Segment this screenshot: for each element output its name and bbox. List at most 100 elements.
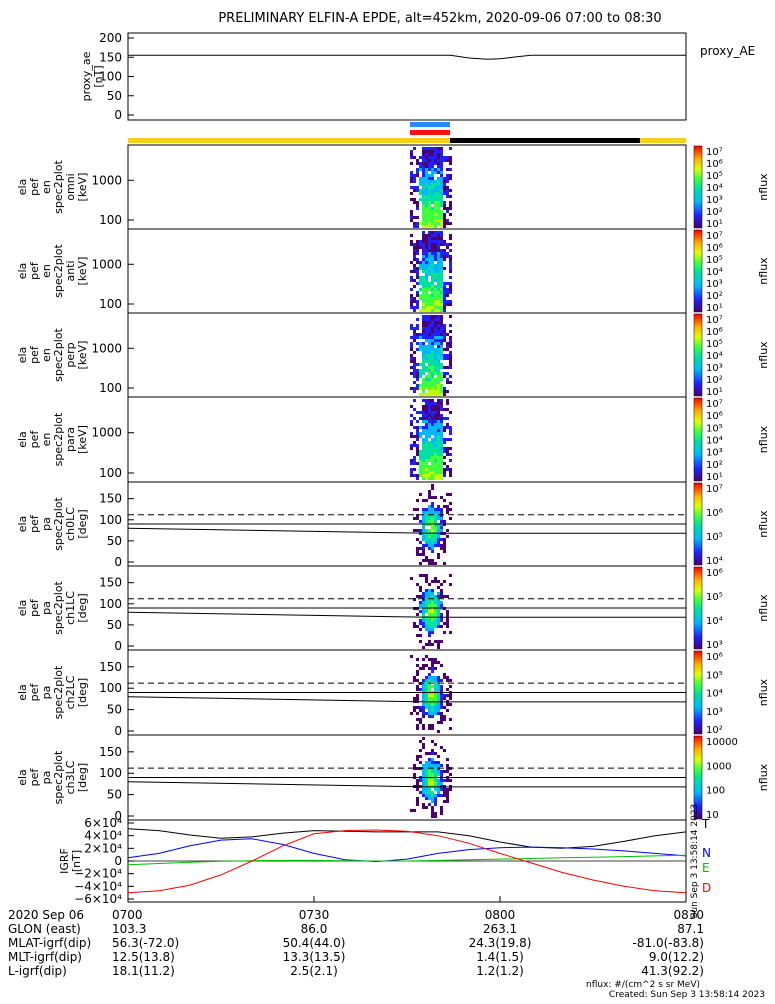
spectrogram-pixel	[440, 291, 443, 294]
spectrogram-pixel	[422, 387, 425, 390]
spectrogram-pixel	[440, 806, 443, 809]
spectrogram-pixel	[449, 429, 452, 432]
spectrogram-pixel	[449, 438, 452, 441]
spectrogram-pixel	[437, 773, 440, 776]
spectrogram-pixel	[449, 324, 452, 327]
spectrogram-pixel	[437, 378, 440, 381]
spectrogram-pixel	[449, 447, 452, 450]
spectrogram-pixel	[437, 592, 440, 595]
spectrogram-pixel	[425, 357, 428, 360]
spectrogram-pixel	[434, 782, 437, 785]
spectrogram-pixel	[440, 640, 443, 643]
spectrogram-pixel	[431, 240, 434, 243]
spectrogram-pixel	[422, 282, 425, 285]
spectrogram-pixel	[434, 291, 437, 294]
spectrogram-pixel	[419, 417, 422, 420]
spectrogram-pixel	[434, 474, 437, 477]
spectrogram-pixel	[437, 285, 440, 288]
spectrogram-pixel	[416, 426, 419, 429]
spectrogram-pixel	[434, 538, 437, 541]
spectrogram-pixel	[443, 468, 446, 471]
spectrogram-pixel	[419, 574, 422, 577]
spectrogram-pixel	[419, 493, 422, 496]
spectrogram-pixel	[416, 453, 419, 456]
spectrogram-pixel	[440, 764, 443, 767]
ylabel-line: ela	[16, 347, 29, 364]
spectrogram-pixel	[434, 541, 437, 544]
spectrogram-pixel	[449, 315, 452, 318]
spectrogram-pixel	[437, 309, 440, 312]
spectrogram-pixel	[437, 288, 440, 291]
spectrogram-pixel	[416, 327, 419, 330]
spectrogram-pixel	[446, 450, 449, 453]
spectrogram-pixel	[425, 174, 428, 177]
spectrogram-pixel	[422, 177, 425, 180]
spectrogram-pixel	[419, 267, 422, 270]
spectrogram-pixel	[437, 706, 440, 709]
spectrogram-pixel	[428, 447, 431, 450]
spectrogram-pixel	[440, 300, 443, 303]
spectrogram-pixel	[449, 583, 452, 586]
spectrogram-pixel	[437, 423, 440, 426]
spectrogram-pixel	[425, 794, 428, 797]
spectrogram-pixel	[431, 514, 434, 517]
spectrogram-pixel	[431, 559, 434, 562]
spectrogram-pixel	[419, 749, 422, 752]
spectrogram-pixel	[425, 252, 428, 255]
spectrogram-pixel	[446, 399, 449, 402]
spectrogram-pixel	[437, 661, 440, 664]
spectrogram-pixel	[437, 471, 440, 474]
spectrogram-pixel	[422, 168, 425, 171]
spectrogram-pixel	[437, 646, 440, 649]
colorbar-title-group: nflux	[757, 678, 770, 706]
spectrogram-pixel	[443, 249, 446, 252]
spectrogram-pixel	[410, 240, 413, 243]
spectrogram-pixel	[428, 706, 431, 709]
spectrogram-pixel	[443, 300, 446, 303]
spectrogram-pixel	[434, 318, 437, 321]
spectrogram-pixel	[431, 330, 434, 333]
spectrogram-pixel	[437, 282, 440, 285]
spectrogram-pixel	[419, 465, 422, 468]
series-label: E	[702, 861, 710, 875]
spectrogram-pixel	[422, 499, 425, 502]
spectrogram-pixel	[440, 165, 443, 168]
spectrogram-pixel	[440, 782, 443, 785]
spectrogram-pixel	[437, 321, 440, 324]
spectrogram-pixel	[431, 384, 434, 387]
spectrogram-pixel	[443, 471, 446, 474]
spectrogram-pixel	[419, 547, 422, 550]
spectrogram-pixel	[434, 408, 437, 411]
spectrogram-pixel	[440, 694, 443, 697]
colorbar-tick-label: 10¹	[706, 219, 723, 230]
spectrogram-pixel	[437, 243, 440, 246]
spectrogram-pixel	[416, 634, 419, 637]
spectrogram-pixel	[425, 791, 428, 794]
spectrogram-pixel	[449, 342, 452, 345]
spectrogram-pixel	[410, 288, 413, 291]
spectrogram-pixel	[440, 192, 443, 195]
spectrogram-pixel	[422, 712, 425, 715]
spectrogram-pixel	[437, 384, 440, 387]
spectrogram-pixel	[419, 333, 422, 336]
spectrogram-pixel	[443, 595, 446, 598]
spectrogram-pixel	[428, 471, 431, 474]
spectrogram-pixel	[434, 709, 437, 712]
spectrogram-pixel	[428, 417, 431, 420]
ylabel-line: [nT]	[92, 65, 105, 87]
spectrogram-pixel	[437, 366, 440, 369]
spectrogram-pixel	[434, 333, 437, 336]
spectrogram-pixel	[437, 643, 440, 646]
spectrogram-pixel	[422, 255, 425, 258]
spectrogram-pixel	[437, 249, 440, 252]
spectrogram-pixel	[431, 351, 434, 354]
spectrogram-pixel	[437, 363, 440, 366]
spectrogram-pixel	[413, 330, 416, 333]
spectrogram-pixel	[422, 285, 425, 288]
ylabel-line: ela	[16, 516, 29, 533]
spectrogram-pixel	[434, 580, 437, 583]
spectrogram-pixel	[422, 225, 425, 228]
spectrogram-pixel	[428, 788, 431, 791]
spectrogram-pixel	[422, 300, 425, 303]
